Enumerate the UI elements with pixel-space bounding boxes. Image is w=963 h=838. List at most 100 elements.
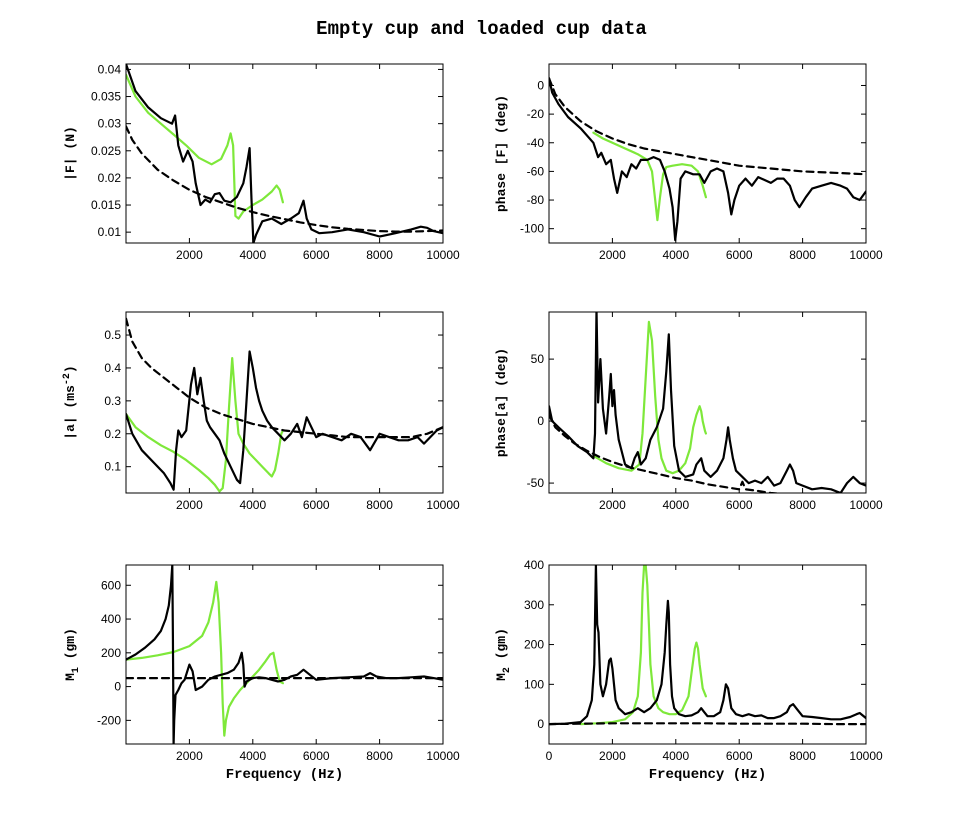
y-tick-label: 200 <box>101 646 121 660</box>
series-black-F-phase <box>549 77 866 242</box>
x-axis-label: Frequency (Hz) <box>649 767 767 783</box>
y-tick-label: 0.02 <box>98 171 122 185</box>
axes-frame <box>125 311 444 494</box>
y-tick-label: -20 <box>527 107 545 121</box>
y-axis-label: M2 (gm) <box>494 628 513 681</box>
x-tick-label: 8000 <box>789 248 816 262</box>
y-tick-label: 200 <box>524 638 544 652</box>
x-tick-label: 6000 <box>726 248 753 262</box>
x-tick-label: 8000 <box>789 749 816 763</box>
panel-F-phase: 2000 4000 6000 8000 10000 -100 -80 -60 -40 -20 0 ph… <box>494 63 883 262</box>
x-tick-label: 6000 <box>303 498 330 512</box>
y-tick-label: -60 <box>527 164 545 178</box>
series-dashed-F-mag <box>126 125 443 233</box>
series-black-a-phase <box>549 312 866 493</box>
series-green-M2 <box>579 565 707 726</box>
axes-frame <box>125 564 444 745</box>
y-tick-label: -80 <box>527 193 545 207</box>
x-tick-label: 8000 <box>366 248 393 262</box>
x-tick-label: 10000 <box>849 498 883 512</box>
x-tick-label: 6000 <box>726 749 753 763</box>
axes-frame <box>548 311 867 494</box>
y-tick-label: 0.015 <box>91 198 121 212</box>
figure-title: Empty cup and loaded cup data <box>316 18 647 40</box>
y-tick-label: 0.03 <box>98 117 122 131</box>
y-tick-label: 0.4 <box>104 361 121 375</box>
y-tick-label: 0.1 <box>104 460 121 474</box>
y-tick-label: 0.025 <box>91 144 121 158</box>
y-axis-label: phase[a] (deg) <box>494 348 509 457</box>
y-tick-label: 100 <box>524 677 544 691</box>
y-tick-label: -200 <box>97 713 121 727</box>
x-tick-label: 10000 <box>426 248 460 262</box>
y-tick-label: -50 <box>527 476 545 490</box>
series-black-M1 <box>126 565 443 744</box>
axes-frame <box>125 63 444 244</box>
y-tick-label: 0.035 <box>91 90 121 104</box>
x-tick-label: 6000 <box>303 749 330 763</box>
panel-M2: 0 2000 4000 6000 8000 10000 0 100 200 300 400 M2 (g… <box>494 558 883 783</box>
series-green-a-phase <box>592 320 707 475</box>
y-tick-label: -40 <box>527 136 545 150</box>
panel-a-mag: 2000 4000 6000 8000 10000 0.1 0.2 0.3 0.4 0.5 |a| … <box>62 311 460 512</box>
x-tick-label: 0 <box>546 749 553 763</box>
x-tick-label: 8000 <box>366 498 393 512</box>
x-tick-label: 2000 <box>176 248 203 262</box>
x-tick-label: 10000 <box>849 248 883 262</box>
series-green-M1 <box>126 580 284 737</box>
y-tick-label: 400 <box>524 558 544 572</box>
x-tick-label: 4000 <box>239 498 266 512</box>
y-axis-label: |a| (ms-2) <box>62 365 78 439</box>
y-axis-label: phase [F] (deg) <box>494 95 509 212</box>
x-tick-label: 4000 <box>662 498 689 512</box>
x-axis-label: Frequency (Hz) <box>226 767 344 783</box>
x-tick-label: 10000 <box>426 498 460 512</box>
x-tick-label: 4000 <box>662 749 689 763</box>
series-dashed-F-phase <box>549 77 866 176</box>
axes-frame <box>548 564 867 745</box>
y-tick-label: 600 <box>101 578 121 592</box>
x-tick-label: 2000 <box>176 498 203 512</box>
x-tick-label: 4000 <box>239 248 266 262</box>
y-tick-label: 50 <box>531 352 545 366</box>
y-tick-label: -100 <box>520 222 544 236</box>
x-tick-label: 4000 <box>239 749 266 763</box>
y-tick-label: 400 <box>101 612 121 626</box>
x-tick-label: 2000 <box>599 498 626 512</box>
x-tick-label: 2000 <box>176 749 203 763</box>
y-tick-label: 300 <box>524 598 544 612</box>
series-green-F-mag <box>126 73 284 220</box>
y-tick-label: 0 <box>114 680 121 694</box>
y-tick-label: 0 <box>537 717 544 731</box>
x-tick-label: 6000 <box>726 498 753 512</box>
y-tick-label: 0.01 <box>98 225 122 239</box>
x-tick-label: 2000 <box>599 248 626 262</box>
series-dashed-a-phase <box>549 413 786 493</box>
panel-a-phase: 2000 4000 6000 8000 10000 -50 0 50 phase[a] (deg… <box>494 311 883 512</box>
axes-frame <box>548 63 867 244</box>
series-green-F-phase <box>592 131 707 222</box>
series-black-a-mag <box>126 350 443 491</box>
panel-F-mag: 2000 4000 6000 8000 10000 0.01 0.015 0.02 0.025 0… <box>63 62 460 262</box>
y-tick-label: 0 <box>537 414 544 428</box>
panel-M1: 2000 4000 6000 8000 10000 -200 0 200 400 600 M1 (g… <box>63 564 460 783</box>
x-tick-label: 4000 <box>662 248 689 262</box>
x-tick-label: 8000 <box>789 498 816 512</box>
x-tick-label: 10000 <box>426 749 460 763</box>
series-black-M2 <box>549 565 866 726</box>
x-tick-label: 2000 <box>599 749 626 763</box>
series-black-F-mag <box>126 64 443 243</box>
series-dashed-M2 <box>549 722 866 726</box>
y-tick-label: 0.2 <box>104 427 121 441</box>
y-tick-label: 0 <box>537 78 544 92</box>
series-dashed-a-mag <box>126 317 443 439</box>
x-tick-label: 10000 <box>849 749 883 763</box>
x-tick-label: 8000 <box>366 749 393 763</box>
y-tick-label: 0.5 <box>104 328 121 342</box>
x-tick-label: 6000 <box>303 248 330 262</box>
y-tick-label: 0.04 <box>98 62 122 76</box>
y-axis-label: M1 (gm) <box>63 628 82 681</box>
y-axis-label: |F| (N) <box>63 126 78 181</box>
y-tick-label: 0.3 <box>104 394 121 408</box>
